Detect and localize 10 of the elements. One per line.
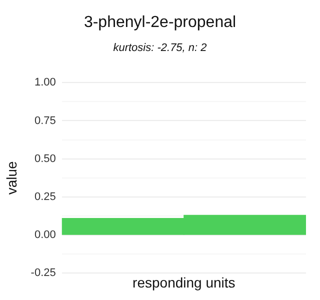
y-tick-label: 0.00 — [34, 229, 56, 242]
chart-subtitle: kurtosis: -2.75, n: 2 — [112, 42, 208, 54]
y-axis-title: value — [3, 160, 20, 195]
chart-title: 3-phenyl-2e-propenal — [82, 14, 238, 32]
y-tick-label: -0.25 — [30, 267, 56, 280]
y-tick-label: 0.50 — [34, 152, 56, 165]
x-axis-title: responding units — [132, 274, 236, 290]
y-tick-label: 1.00 — [34, 76, 56, 89]
y-tick-label: 0.25 — [34, 190, 56, 203]
y-tick-label: 0.75 — [34, 114, 56, 127]
